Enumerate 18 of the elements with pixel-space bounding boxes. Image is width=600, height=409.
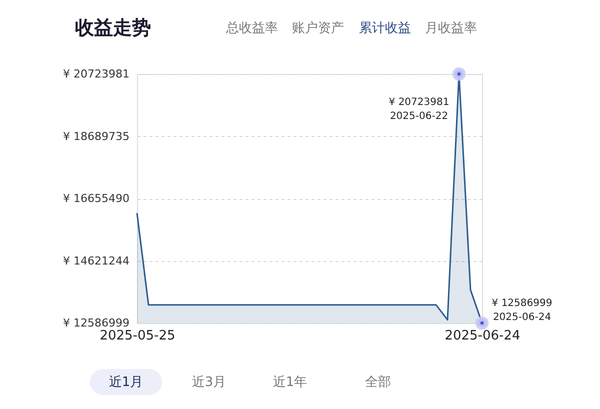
x-tick-label: 2025-06-24 [444,328,520,344]
text: 累计收益 [359,21,411,36]
text: 月收益率 [425,20,477,36]
x-tick-label: 2025-05-25 [100,328,176,344]
text: 账户资产 [292,21,344,36]
y-tick-label: ¥ 20723981 [63,68,130,80]
text: 全部 [365,375,391,390]
chart-title: 收益走势 [75,17,151,39]
y-tick-label: ¥ 12586999 [63,316,130,330]
text: 总收益率 [225,20,278,36]
y-tick-label: ¥ 16655490 [63,192,130,205]
text: 近1年 [272,375,308,390]
text: 近3月 [192,375,226,390]
annotation: ¥ 12586999 2025-06-24 [492,298,552,323]
text: 近1月 [108,375,144,390]
annotation: ¥ 20723981 2025-06-22 [388,97,450,122]
y-tick-label: ¥ 18689735 [63,130,130,143]
y-tick-label: ¥ 14621244 [63,254,130,268]
